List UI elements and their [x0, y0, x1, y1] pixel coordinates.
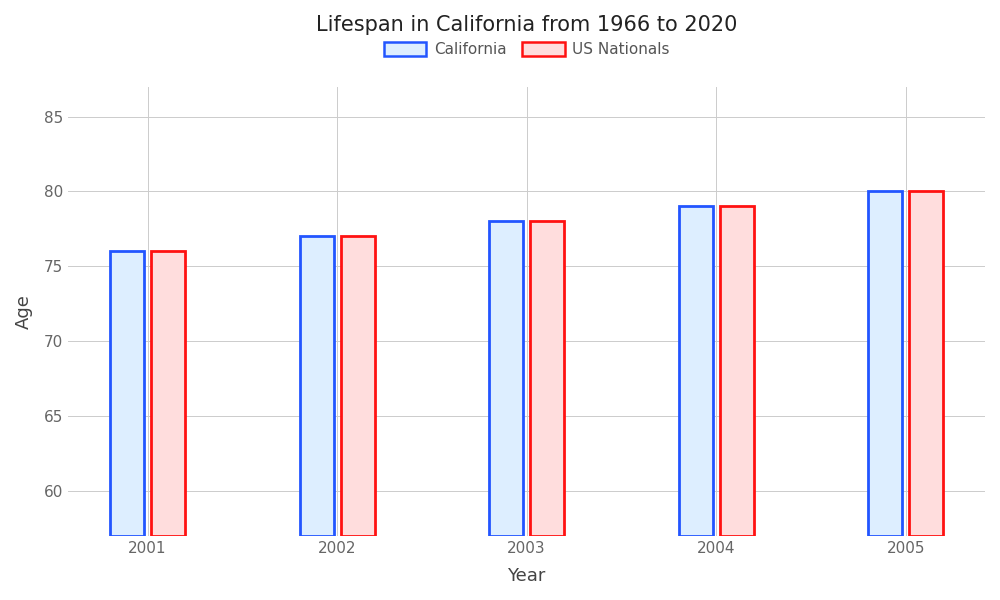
Y-axis label: Age: Age	[15, 294, 33, 329]
Bar	[489, 221, 523, 536]
Bar	[530, 221, 564, 536]
Bar	[679, 206, 713, 536]
Bar	[720, 206, 754, 536]
Bar	[909, 191, 943, 536]
Bar	[341, 236, 375, 536]
X-axis label: Year: Year	[507, 567, 546, 585]
Bar	[151, 251, 185, 536]
Legend: California, US Nationals: California, US Nationals	[377, 36, 676, 63]
Bar	[300, 236, 334, 536]
Bar	[868, 191, 902, 536]
Bar	[110, 251, 144, 536]
Title: Lifespan in California from 1966 to 2020: Lifespan in California from 1966 to 2020	[316, 15, 737, 35]
